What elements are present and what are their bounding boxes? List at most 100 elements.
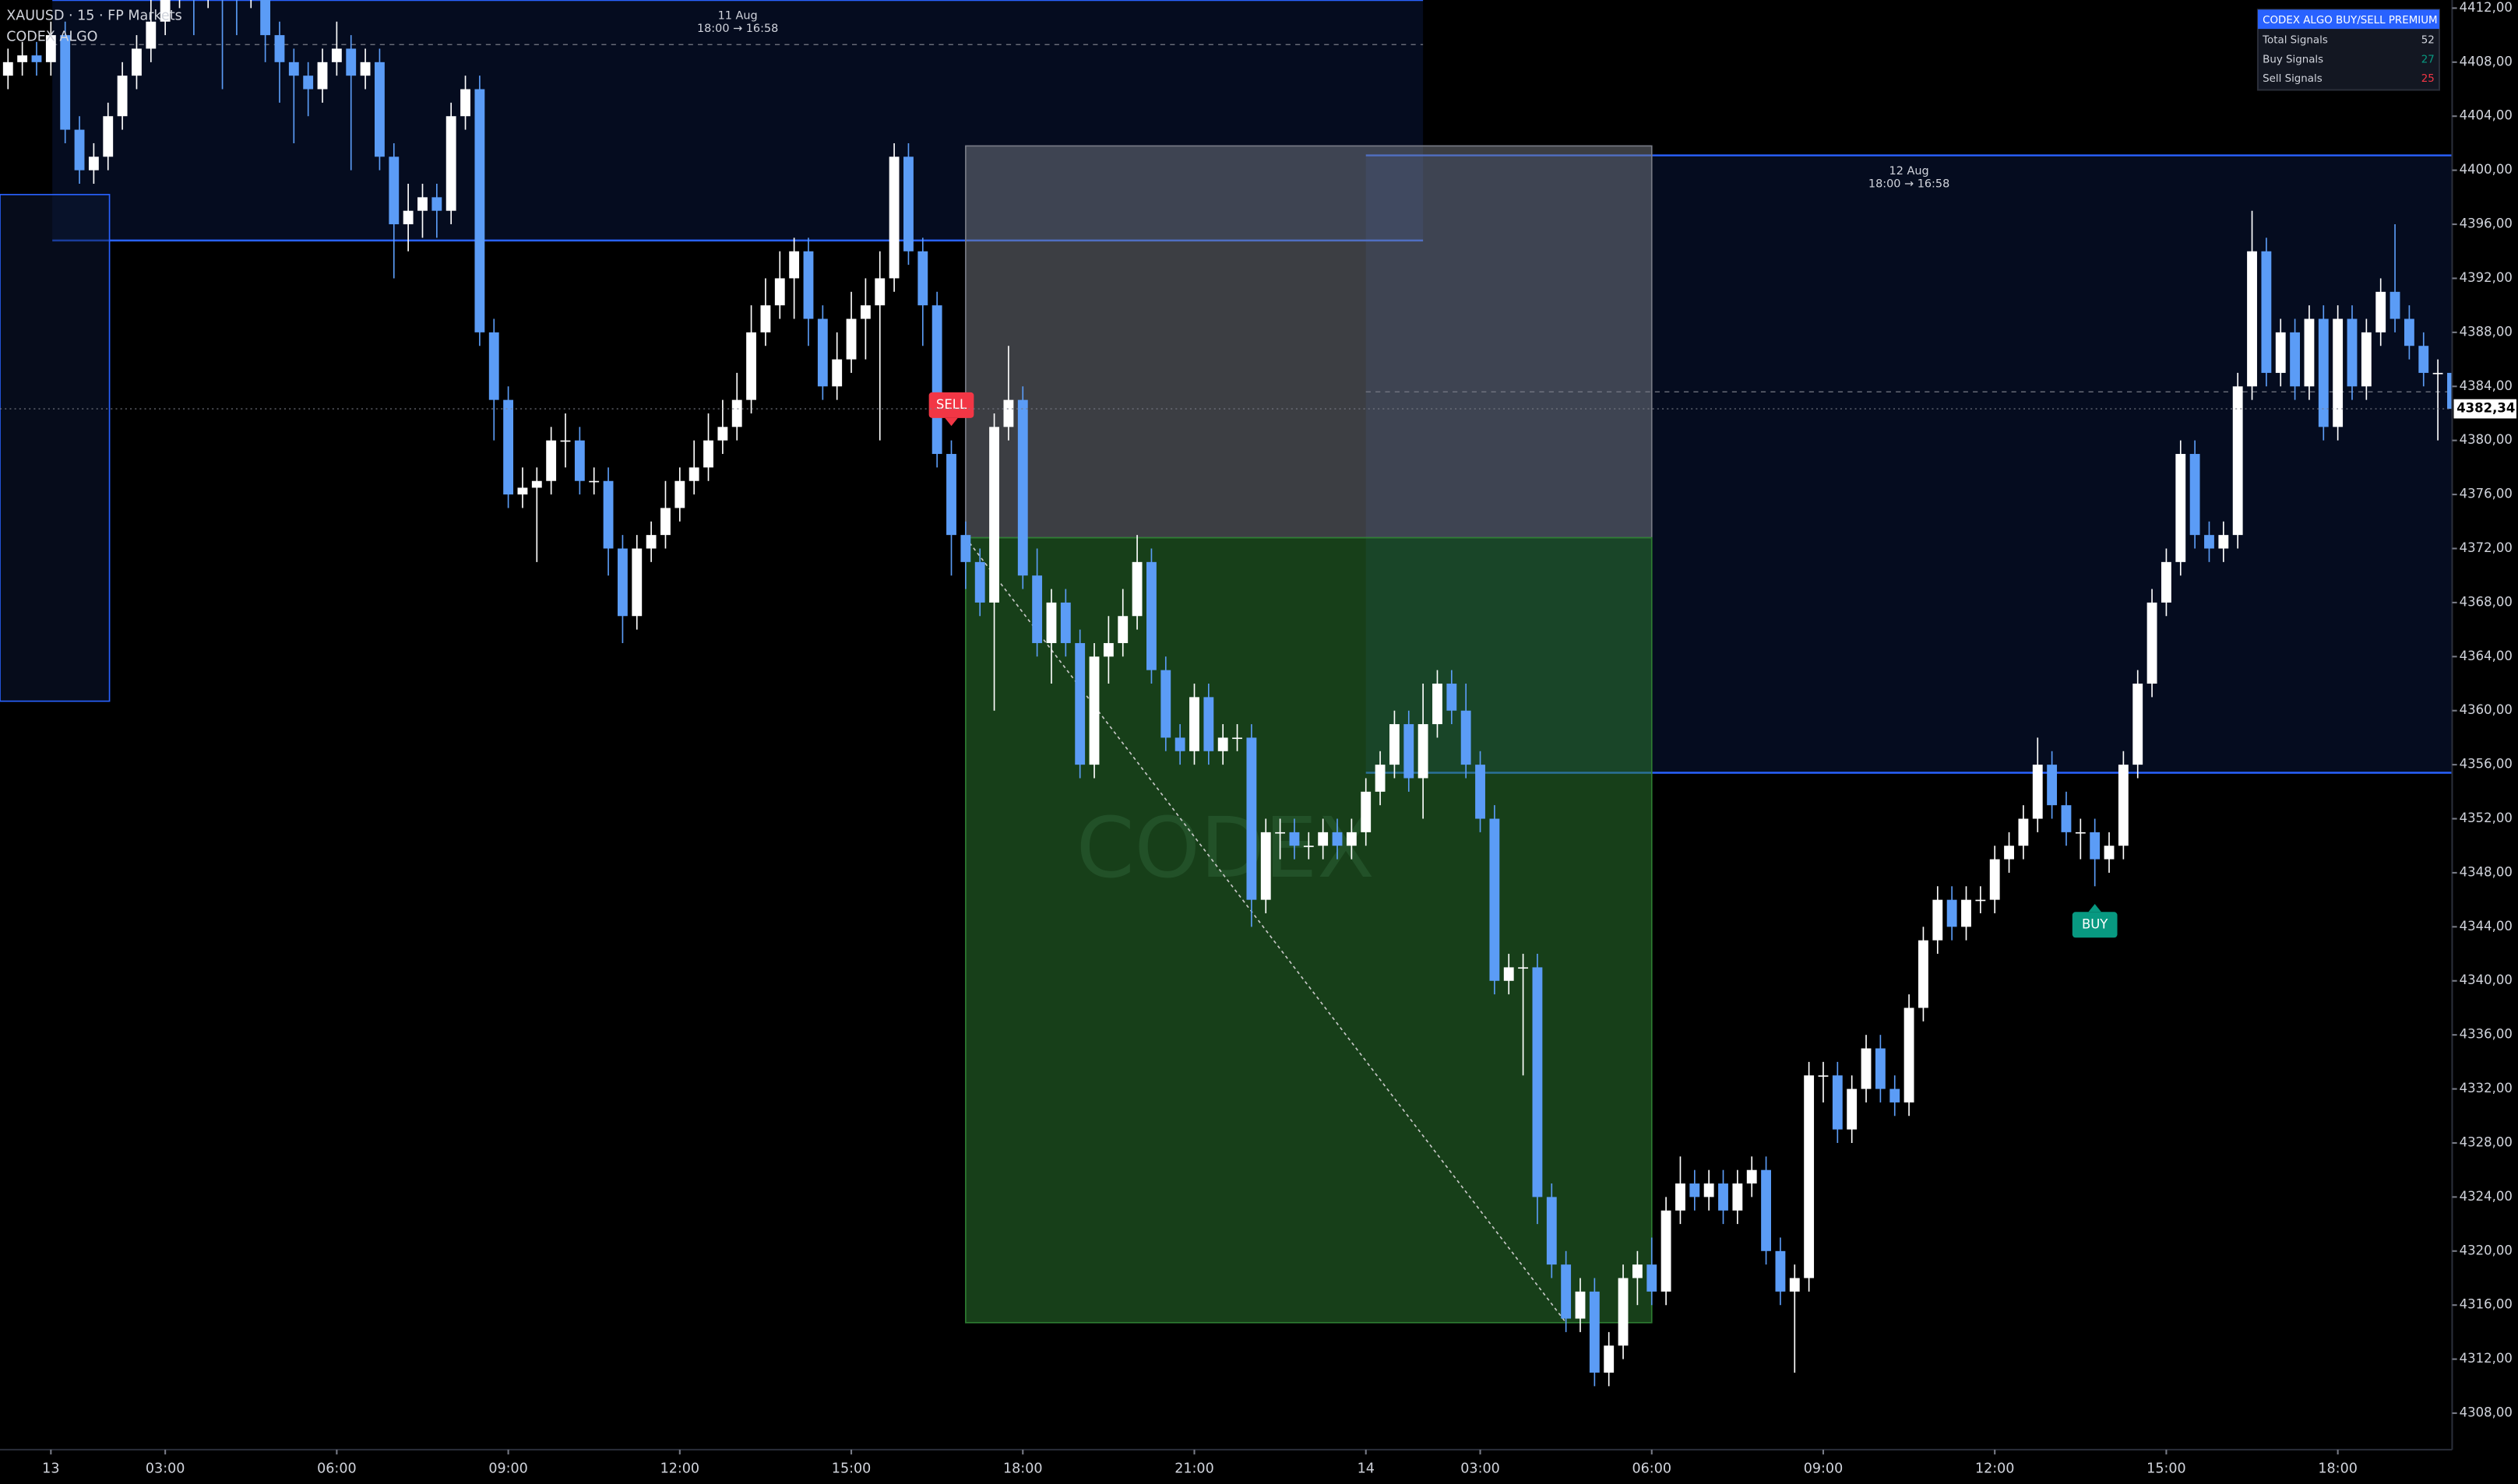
candle-body [417,197,428,211]
candle-body [274,35,285,62]
candle-body [1818,1075,1829,1077]
candle-body [1118,616,1129,643]
candle-body [1260,832,1271,900]
candle-body [488,332,499,400]
candle-body [431,197,442,211]
candle-body [717,427,728,441]
candle-body [531,480,542,488]
candle-body [2418,346,2429,373]
table-row-label: Buy Signals [2263,54,2323,65]
candle-body [589,480,600,483]
y-tick-label: 4388,00 [2460,324,2513,339]
candle-body [1604,1345,1615,1373]
candle-body [517,487,528,495]
candle-body [1246,737,1257,900]
y-tick-label: 4356,00 [2460,757,2513,772]
y-tick-label: 4348,00 [2460,864,2513,879]
candle-body [2061,805,2072,832]
session-range: 18:00 → 16:58 [1868,178,1949,191]
candle-body [1660,1210,1671,1292]
candle-body [1132,561,1143,617]
candle-body [1989,859,2000,900]
candle-body [445,116,456,211]
signal-pointer [945,417,958,427]
y-tick-label: 4352,00 [2460,811,2513,825]
session-range: 18:00 → 16:58 [697,23,778,35]
candle-body [931,305,942,455]
candle-body [546,440,557,481]
candle-body [1861,1048,1872,1089]
x-tick-label: 18:00 [2318,1461,2357,1477]
candle-body [660,508,671,536]
candle-body [574,440,585,481]
candle-body [74,129,85,171]
candle-body [317,62,328,90]
candle-body [17,55,28,62]
candle-body [974,561,985,603]
candle-body [2047,765,2058,806]
y-tick-label: 4368,00 [2460,594,2513,609]
candle-body [103,116,114,157]
candle-body [1718,1183,1728,1211]
candle-body [2304,318,2315,387]
y-tick-label: 4376,00 [2460,487,2513,501]
candle-body [132,48,142,76]
candle-body [331,48,342,62]
candle-body [460,89,470,117]
candle-body [2132,684,2143,765]
last-price-box [2453,399,2516,419]
y-tick-label: 4384,00 [2460,378,2513,393]
signal-label: BUY [2082,916,2108,931]
candle-body [989,427,999,603]
candle-body [1389,724,1400,765]
candle-body [1332,832,1343,846]
candle-body [389,156,400,225]
signal-pointer [2088,903,2101,913]
x-tick-label: 09:00 [488,1461,527,1477]
candle-body [1761,1169,1771,1251]
candle-body [2232,386,2243,536]
candle-body [2361,332,2372,387]
zone [965,145,1653,539]
y-tick-label: 4412,00 [2460,0,2513,15]
candle-body [31,55,42,62]
candle-body [1889,1088,1900,1102]
candle-body [2090,832,2101,860]
x-tick-label: 21:00 [1174,1461,1213,1477]
candle-body [1903,1008,1914,1102]
candle-body [703,440,713,468]
session-date: 11 Aug [718,10,758,23]
candle-body [2218,535,2229,549]
candle-body [1275,832,1286,834]
candle-body [2375,291,2386,332]
symbol-title: XAUUSD · 15 · FP Markets [6,9,181,24]
candle-body [832,359,843,387]
candle-body [2404,318,2414,346]
x-tick-label: 15:00 [2146,1461,2185,1477]
candle-body [1232,737,1242,740]
x-tick-label: 18:00 [1003,1461,1042,1477]
candle-body [603,480,614,549]
candle-body [2432,372,2443,375]
y-tick-label: 4344,00 [2460,919,2513,934]
candle-body [917,251,928,306]
candle-body [303,76,314,90]
candle-body [1675,1183,1685,1211]
candle-body [560,440,571,442]
candle-body [1060,602,1071,643]
candle-body [1017,399,1028,576]
table-title: CODEX ALGO BUY/SELL PREMIUM [2263,15,2437,26]
y-tick-label: 4328,00 [2460,1134,2513,1149]
candle-body [1875,1048,1886,1089]
candle-body [2261,251,2272,373]
candle-body [117,76,128,117]
y-tick-label: 4316,00 [2460,1297,2513,1312]
candle-body [1318,832,1329,846]
candle-body [1460,710,1471,765]
candle-body [2189,454,2200,536]
candle-body [260,0,271,36]
candle-body [1961,899,1971,927]
table-row-value: 25 [2421,73,2435,85]
candle-body [1489,818,1500,981]
